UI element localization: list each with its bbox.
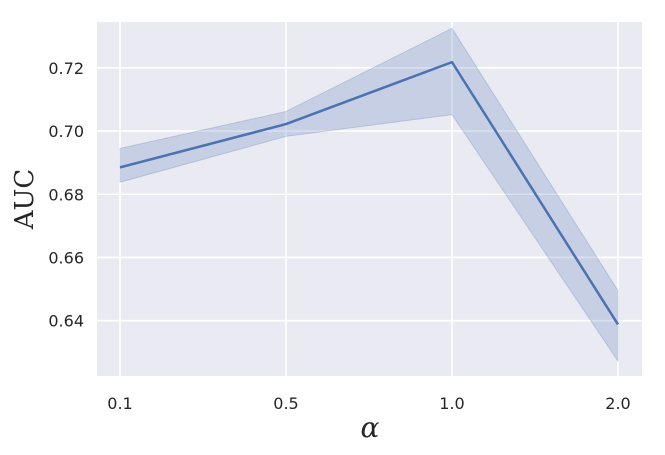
series-line: [119, 60, 620, 326]
x-tick-label-2: 1.0: [439, 394, 464, 413]
y-axis-label: AUC: [10, 169, 40, 231]
grid: [97, 22, 642, 376]
x-axis-ticks: 0.1 0.5 1.0 2.0: [107, 394, 630, 413]
y-tick-label-4: 0.72: [48, 59, 84, 78]
y-tick-label-1: 0.66: [48, 248, 84, 267]
x-axis-label: α: [361, 411, 380, 444]
plot-area: [97, 22, 642, 376]
y-axis-ticks: 0.64 0.66 0.68 0.70 0.72: [48, 59, 84, 331]
y-tick-label-3: 0.70: [48, 122, 84, 141]
x-tick-label-3: 2.0: [605, 394, 630, 413]
y-tick-label-0: 0.64: [48, 312, 84, 331]
confidence-band: [119, 27, 619, 363]
y-tick-label-2: 0.68: [48, 185, 84, 204]
x-tick-label-1: 0.5: [273, 394, 298, 413]
x-tick-label-0: 0.1: [107, 394, 132, 413]
